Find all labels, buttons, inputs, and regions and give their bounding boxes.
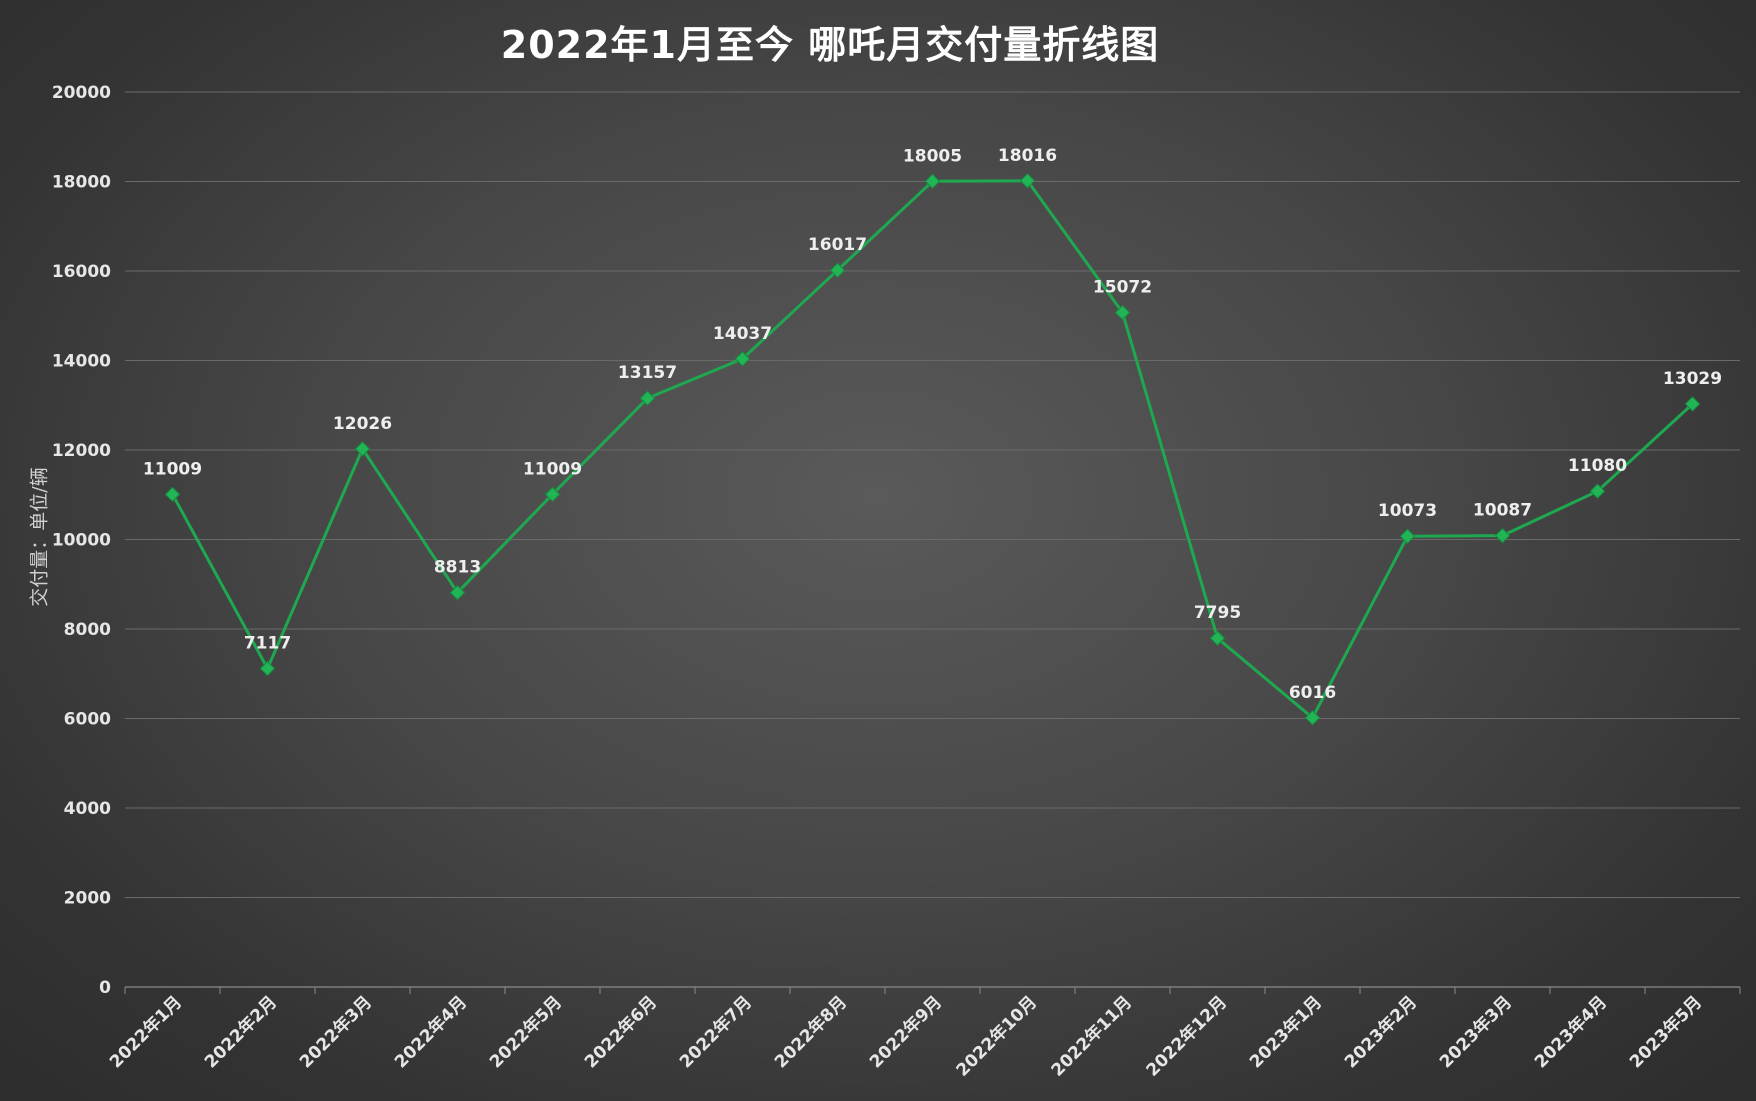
data-label: 18005 xyxy=(903,146,962,166)
x-tick-label: 2022年2月 xyxy=(200,992,281,1073)
data-label: 13157 xyxy=(618,363,677,383)
data-point-marker xyxy=(639,390,656,406)
y-tick-label: 18000 xyxy=(52,173,111,193)
data-label: 18016 xyxy=(998,146,1057,166)
y-tick-label: 6000 xyxy=(64,710,111,730)
data-point-marker xyxy=(1209,630,1226,646)
data-point-marker xyxy=(354,441,371,457)
x-tick-label: 2023年2月 xyxy=(1340,992,1421,1073)
x-tick-label: 2022年4月 xyxy=(390,992,471,1073)
data-point-marker xyxy=(1114,304,1131,321)
data-label: 8813 xyxy=(434,558,481,578)
y-tick-label: 14000 xyxy=(52,352,111,372)
data-label: 11009 xyxy=(523,459,582,479)
y-tick-label: 2000 xyxy=(64,889,111,909)
data-label: 16017 xyxy=(808,235,867,255)
data-point-marker xyxy=(1019,173,1036,189)
x-tick-label: 2023年3月 xyxy=(1435,992,1516,1073)
x-tick-label: 2022年3月 xyxy=(295,992,376,1073)
y-tick-label: 8000 xyxy=(64,620,111,640)
data-label: 12026 xyxy=(333,414,392,434)
data-point-marker xyxy=(1684,396,1701,412)
data-point-marker xyxy=(829,262,846,278)
y-tick-label: 16000 xyxy=(52,262,111,282)
data-label: 11080 xyxy=(1568,456,1627,476)
y-tick-label: 0 xyxy=(99,978,111,998)
y-tick-label: 12000 xyxy=(52,441,111,461)
data-label: 15072 xyxy=(1093,278,1152,298)
data-point-marker xyxy=(544,486,561,503)
x-tick-label: 2023年1月 xyxy=(1245,992,1326,1073)
data-label: 7117 xyxy=(244,634,291,654)
y-tick-label: 10000 xyxy=(52,531,111,551)
data-label: 7795 xyxy=(1194,603,1241,623)
series-line xyxy=(171,179,1694,720)
data-point-marker xyxy=(1494,527,1511,544)
x-tick-label: 2022年5月 xyxy=(485,992,566,1073)
data-label: 13029 xyxy=(1663,369,1722,389)
x-tick-label: 2022年9月 xyxy=(865,992,946,1073)
data-label: 11009 xyxy=(143,459,202,479)
x-tick-label: 2022年7月 xyxy=(675,992,756,1073)
x-tick-label: 2022年6月 xyxy=(580,992,661,1073)
data-point-marker xyxy=(1399,528,1416,544)
chart-title: 2022年1月至今 哪吒月交付量折线图 xyxy=(500,23,1160,67)
x-tick-label: 2022年10月 xyxy=(952,992,1041,1081)
data-point-marker xyxy=(1589,483,1606,499)
x-tick-label: 2022年1月 xyxy=(105,992,186,1073)
x-tick-label: 2022年8月 xyxy=(770,992,851,1073)
data-point-marker xyxy=(734,351,751,367)
data-label: 10073 xyxy=(1378,501,1437,521)
data-point-marker xyxy=(449,584,466,601)
data-label: 14037 xyxy=(713,324,772,344)
x-tick-label: 2022年11月 xyxy=(1047,992,1136,1081)
x-tick-label: 2023年5月 xyxy=(1625,992,1706,1073)
data-label: 6016 xyxy=(1289,683,1336,703)
y-tick-label: 20000 xyxy=(52,83,111,103)
data-point-marker xyxy=(164,486,181,503)
data-point-marker xyxy=(259,660,276,677)
x-tick-label: 2022年12月 xyxy=(1142,992,1231,1081)
data-point-marker xyxy=(924,173,941,189)
x-tick-label: 2023年4月 xyxy=(1530,992,1611,1073)
data-label: 10087 xyxy=(1473,501,1532,521)
data-point-marker xyxy=(1304,710,1321,726)
y-tick-label: 4000 xyxy=(64,799,111,819)
